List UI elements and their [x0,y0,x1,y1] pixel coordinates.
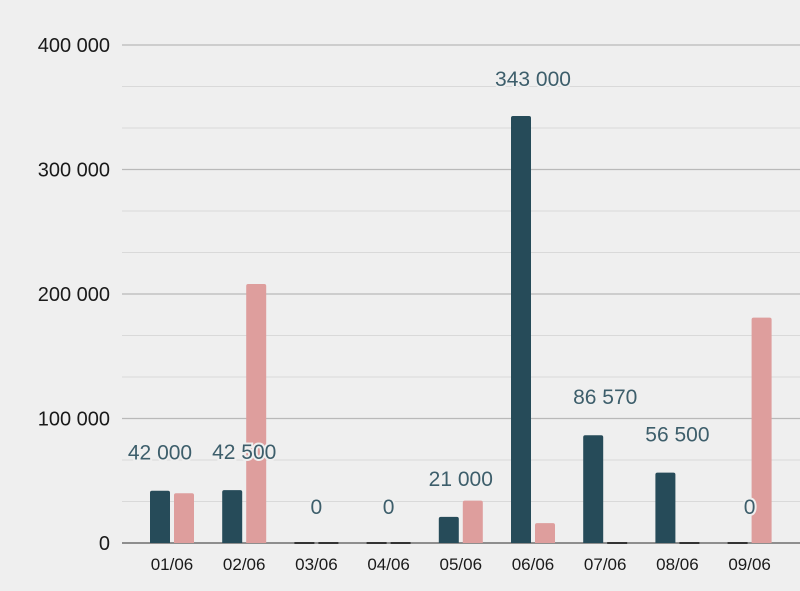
bar [535,523,555,543]
data-label: 56 500 [645,424,709,447]
data-label: 42 000 [128,442,192,465]
bar [462,500,483,543]
bar [246,284,267,543]
x-tick-label: 01/06 [151,555,194,574]
data-label: 0 [311,496,323,519]
bar [751,317,772,543]
data-label: 86 570 [573,386,637,409]
y-tick-label: 300 000 [38,160,110,182]
data-labels: 42 000 42 500 0 0 21 000 343 000 86 570 56 500 0 [126,66,758,521]
zero-bar [679,542,700,544]
bar [655,472,676,543]
zero-bar [390,542,411,544]
bar [583,435,604,543]
bar [174,493,194,543]
bars [150,115,772,544]
bar [150,490,170,543]
y-axis-ticks: 0 100 000 200 000 300 000 400 000 [38,35,110,555]
y-tick-label: 400 000 [38,35,110,57]
x-tick-label: 08/06 [656,555,699,574]
y-tick-label: 0 [99,533,110,555]
zero-bar [366,542,387,544]
grid-lines [122,44,800,544]
x-tick-label: 04/06 [367,555,410,574]
x-tick-label: 03/06 [295,555,338,574]
data-label: 21 000 [429,468,493,491]
zero-bar [607,542,628,544]
bar [438,516,459,543]
data-label: 0 [744,496,756,519]
x-axis-ticks: 01/06 02/06 03/06 04/06 05/06 06/06 07/06 08/06… [151,555,771,574]
x-tick-label: 07/06 [584,555,627,574]
x-tick-label: 06/06 [512,555,555,574]
y-tick-label: 100 000 [38,409,110,431]
data-label: 42 500 [212,441,276,464]
zero-bar [294,542,315,544]
data-label: 343 000 [495,68,571,91]
y-tick-label: 200 000 [38,284,110,306]
zero-bar [727,542,748,544]
data-label: 0 [383,496,395,519]
bar [511,115,531,543]
x-tick-label: 05/06 [440,555,483,574]
x-tick-label: 02/06 [223,555,266,574]
x-tick-label: 09/06 [728,555,771,574]
zero-bar [318,542,339,544]
bar [222,490,243,543]
